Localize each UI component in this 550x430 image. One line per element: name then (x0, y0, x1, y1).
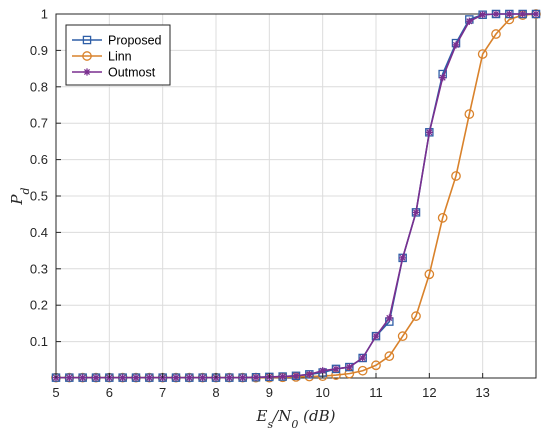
y-tick-label: 0.8 (30, 79, 48, 94)
y-tick-label: 0.7 (30, 116, 48, 131)
data-point-outmost (319, 367, 327, 375)
y-tick-label: 0.5 (30, 189, 48, 204)
data-point-linn (437, 212, 448, 223)
data-point-linn (491, 29, 501, 39)
data-point-outmost (479, 11, 487, 19)
data-point-linn (451, 171, 461, 181)
x-tick-label: 6 (106, 385, 113, 400)
data-point-outmost (345, 363, 353, 371)
data-point-linn (397, 331, 408, 341)
x-tick-label: 11 (369, 385, 383, 400)
data-point-outmost (305, 370, 313, 378)
y-tick-label: 0.4 (30, 225, 48, 240)
data-point-outmost (172, 374, 180, 382)
y-axis-label: Pd (8, 187, 32, 205)
data-point-outmost (385, 314, 393, 322)
data-point-outmost (145, 374, 153, 382)
data-point-linn (411, 311, 421, 321)
data-point-outmost (239, 374, 247, 382)
data-point-outmost (132, 374, 140, 382)
data-point-outmost (505, 10, 513, 18)
data-point-outmost (332, 365, 340, 373)
data-point-outmost (439, 74, 447, 82)
data-point-linn (477, 49, 488, 59)
x-tick-label: 9 (266, 385, 273, 400)
data-point-outmost (399, 254, 407, 262)
legend-marker (82, 51, 92, 61)
data-point-outmost (452, 41, 460, 49)
legend-marker (82, 35, 92, 45)
data-point-linn (371, 360, 381, 371)
y-tick-label: 0.6 (30, 152, 48, 167)
data-point-linn (357, 365, 368, 376)
data-point-outmost (372, 332, 380, 340)
x-tick-label: 10 (315, 385, 329, 400)
data-point-outmost (292, 372, 300, 380)
data-point-outmost (359, 354, 367, 362)
data-point-outmost (519, 10, 527, 18)
y-tick-label: 0.2 (30, 298, 48, 313)
data-point-outmost (532, 10, 540, 18)
y-tick-label: 0.1 (30, 334, 48, 349)
y-tick-label: 1 (41, 7, 48, 22)
y-tick-label: 0.3 (30, 261, 48, 276)
data-point-outmost (492, 10, 500, 18)
data-point-linn (424, 269, 435, 280)
data-point-outmost (119, 374, 127, 382)
data-point-outmost (465, 17, 473, 25)
x-tick-label: 13 (475, 385, 489, 400)
legend: Proposed Linn Outmost (65, 24, 171, 86)
data-point-outmost (199, 374, 207, 382)
legend-marker (83, 68, 91, 76)
data-point-outmost (92, 374, 100, 382)
legend-item-proposed: Proposed (72, 34, 162, 48)
data-point-outmost (252, 373, 260, 381)
data-point-outmost (279, 372, 287, 381)
y-tick-label: 0.9 (30, 43, 48, 58)
legend-item-linn: Linn (72, 50, 132, 64)
data-point-linn (464, 109, 475, 119)
data-point-outmost (65, 374, 73, 382)
legend-label: Proposed (108, 34, 162, 48)
data-point-outmost (412, 208, 420, 216)
legend-label: Outmost (108, 66, 156, 80)
data-point-outmost (425, 128, 433, 136)
data-point-linn (384, 351, 395, 362)
x-axis: 5 6 7 8 9 10 11 12 13 (52, 373, 490, 400)
legend-item-outmost: Outmost (72, 66, 156, 80)
x-tick-label: 12 (422, 385, 436, 400)
legend-label: Linn (108, 50, 132, 64)
data-point-outmost (225, 374, 233, 382)
x-tick-label: 7 (159, 385, 166, 400)
series-layer (51, 9, 541, 383)
x-tick-label: 8 (212, 385, 219, 400)
data-point-outmost (79, 374, 87, 382)
y-axis: 0.1 0.2 0.3 0.4 0.5 0.6 0.7 0.8 0.9 1 (30, 7, 61, 349)
data-point-outmost (185, 374, 193, 382)
x-tick-label: 5 (52, 385, 59, 400)
x-axis-label: Es/N0 (dB) (256, 407, 336, 430)
